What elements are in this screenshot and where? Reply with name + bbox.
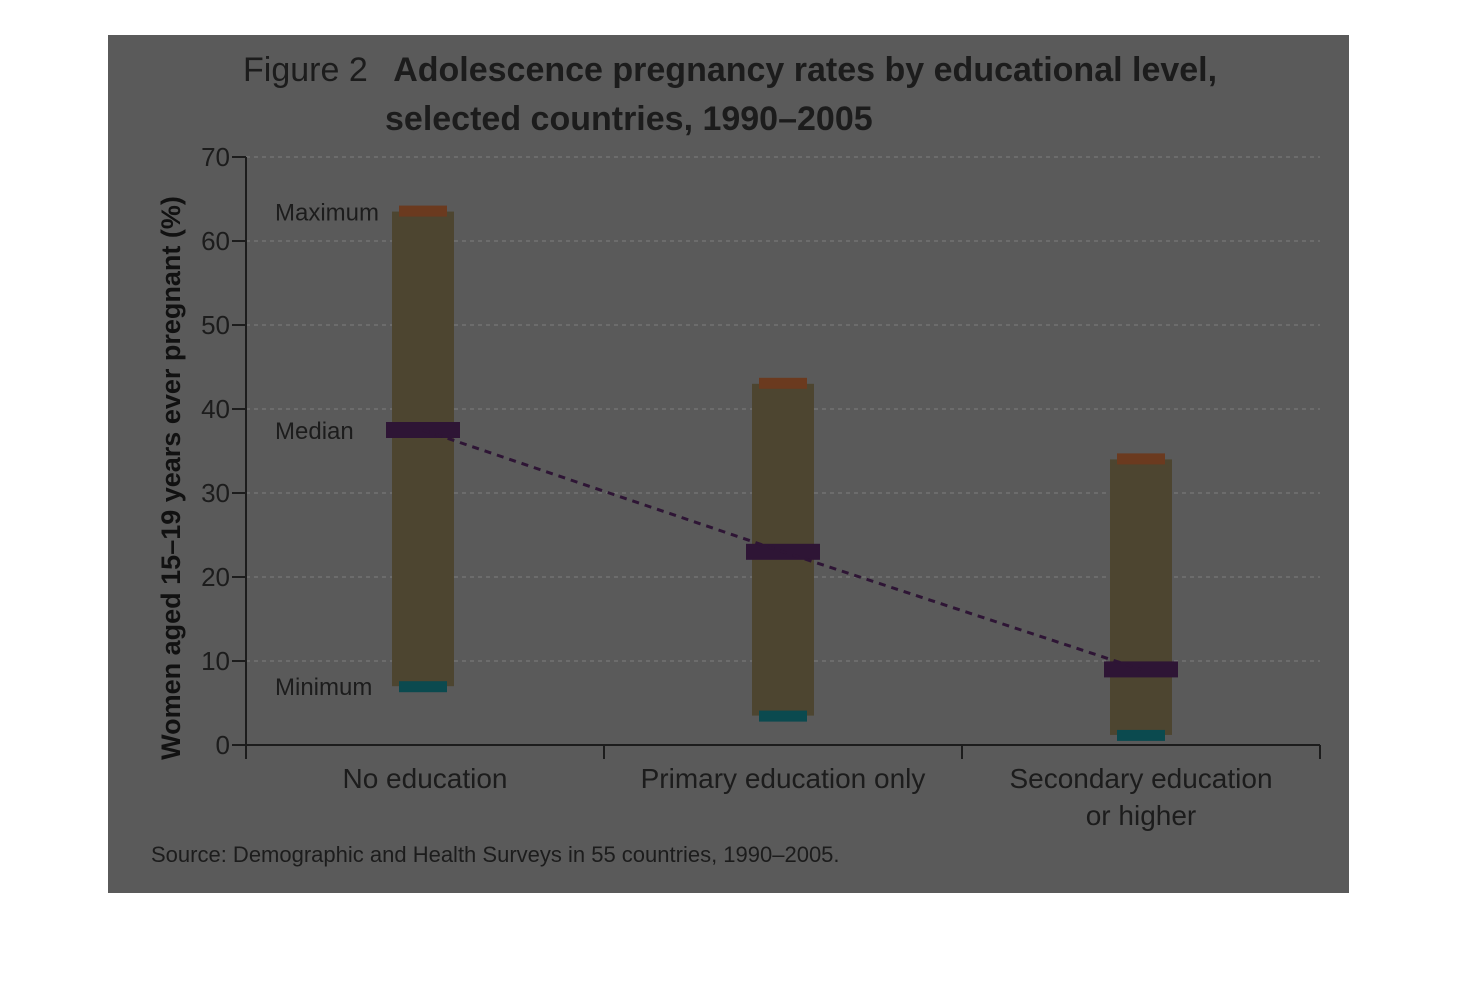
chart-title-line1: Figure 2 Adolescence pregnancy rates by … (243, 51, 1217, 89)
axis-layer (232, 156, 1321, 759)
range-bar (1110, 459, 1172, 735)
chart-panel: Figure 2 Adolescence pregnancy rates by … (108, 35, 1349, 893)
y-tick-label: 60 (201, 226, 230, 256)
maximum-marker (1117, 453, 1165, 465)
annotation-maximum: Maximum (275, 200, 379, 227)
chart-title-text: Adolescence pregnancy rates by education… (393, 51, 1217, 89)
x-category-label: Secondary education (1009, 763, 1272, 794)
figure-number: Figure 2 (243, 51, 368, 89)
minimum-marker (759, 710, 807, 722)
y-axis-label: Women aged 15–19 years ever pregnant (%) (156, 196, 186, 760)
y-tick-label: 50 (201, 310, 230, 340)
label-layer: 0 10 20 30 40 50 60 70 No education Primary educa… (201, 142, 1272, 831)
source-note: Source: Demographic and Health Surveys i… (151, 842, 840, 867)
annotation-median: Median (275, 418, 354, 445)
median-trend-line (422, 428, 1142, 671)
y-tick-label: 0 (216, 730, 230, 760)
y-tick-label: 70 (201, 142, 230, 172)
minimum-marker (1117, 729, 1165, 741)
range-bar (392, 211, 454, 687)
x-category-label: Primary education only (641, 763, 926, 794)
minimum-marker (399, 681, 447, 693)
y-tick-label: 20 (201, 562, 230, 592)
y-tick-label: 10 (201, 646, 230, 676)
bars-layer (386, 205, 1178, 741)
x-category-label: or higher (1086, 800, 1197, 831)
chart-svg: Figure 2 Adolescence pregnancy rates by … (151, 51, 1321, 867)
x-category-label: No education (342, 763, 507, 794)
annotation-minimum: Minimum (275, 674, 372, 701)
y-tick-label: 30 (201, 478, 230, 508)
chart-title-line2: selected countries, 1990–2005 (385, 100, 873, 138)
maximum-marker (399, 205, 447, 217)
maximum-marker (759, 377, 807, 389)
y-tick-label: 40 (201, 394, 230, 424)
